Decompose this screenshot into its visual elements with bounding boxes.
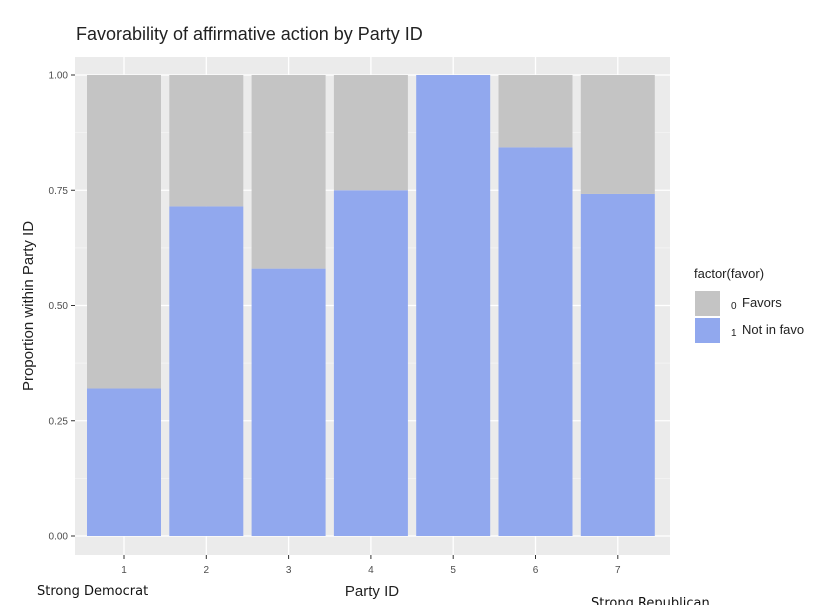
x-axis-title: Party ID [345, 583, 399, 600]
legend-key-0 [695, 291, 720, 316]
x-tick-label: 5 [450, 565, 456, 576]
legend-label: Favors [742, 295, 782, 310]
legend-key-1 [695, 318, 720, 343]
bar-7-1 [580, 193, 655, 537]
y-tick-label: 0.75 [49, 186, 69, 197]
legend-label: Not in favo [742, 322, 804, 337]
bar-4-1 [333, 190, 408, 536]
x-tick-label: 7 [615, 565, 621, 576]
bar-4-0 [333, 75, 408, 191]
annotation-strong-democrat: Strong Democrat [37, 584, 148, 599]
x-tick-label: 1 [121, 565, 127, 576]
bar-2-0 [169, 75, 244, 207]
y-tick-label: 0.25 [49, 416, 69, 427]
y-axis-ticks: 0.00 0.25 0.50 0.75 1.00 [49, 71, 75, 543]
legend: factor(favor) 0 Favors 1 Not in favo [694, 266, 804, 343]
y-axis-title: Proportion within Party ID [20, 221, 37, 391]
bar-6-1 [498, 147, 573, 536]
legend-items: 0 Favors 1 Not in favo [695, 291, 804, 343]
y-tick-label: 1.00 [49, 71, 69, 82]
legend-title: factor(favor) [694, 266, 764, 281]
bars [87, 75, 655, 537]
bar-1-0 [87, 75, 161, 389]
bar-1-1 [87, 388, 161, 536]
y-tick-label: 0.50 [49, 301, 69, 312]
annotation-strong-republican: Strong Republican [591, 596, 710, 605]
x-axis-ticks: 1 2 3 4 5 6 7 [121, 555, 621, 576]
x-tick-label: 4 [368, 565, 374, 576]
bar-2-1 [169, 206, 244, 536]
x-tick-label: 2 [204, 565, 210, 576]
bar-7-0 [580, 75, 655, 194]
x-tick-label: 3 [286, 565, 292, 576]
legend-code: 1 [731, 328, 737, 339]
bar-3-0 [251, 75, 326, 269]
chart-title: Favorability of affirmative action by Pa… [76, 24, 423, 44]
bar-3-1 [251, 268, 326, 536]
legend-code: 0 [731, 301, 737, 312]
x-tick-label: 6 [533, 565, 539, 576]
bar-5-1 [416, 75, 491, 536]
bar-6-0 [498, 75, 573, 148]
y-tick-label: 0.00 [49, 532, 69, 543]
